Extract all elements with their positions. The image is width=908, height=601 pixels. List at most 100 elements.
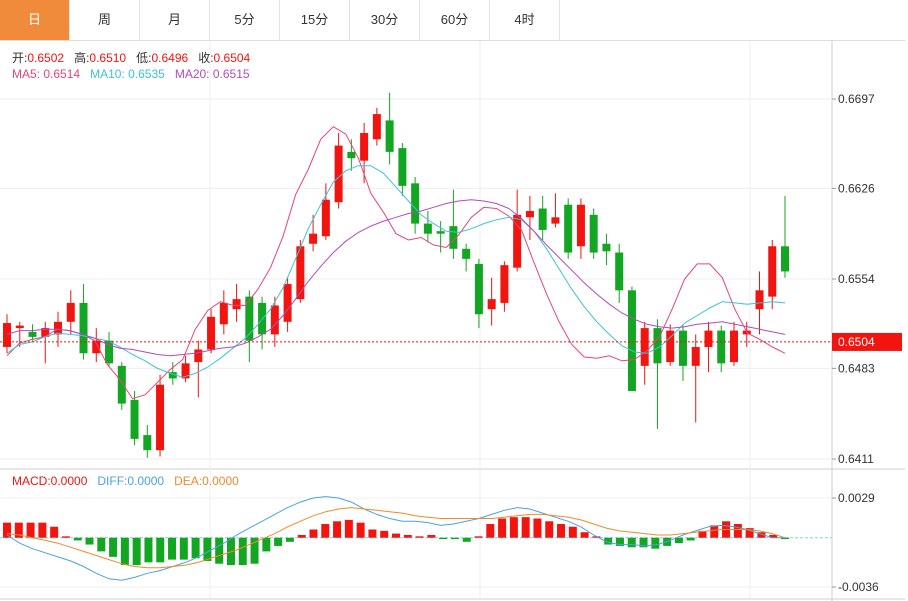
candle-body-8: [105, 340, 114, 364]
y-tick-label-3: 0.6483: [838, 361, 875, 375]
candle-body-3: [41, 328, 50, 337]
macd-bar-34: [403, 534, 412, 538]
ma-line-ma10: [6, 165, 786, 378]
candle-body-2: [28, 331, 37, 337]
candle-body-40: [513, 214, 522, 268]
tab-2[interactable]: 月: [140, 0, 210, 40]
macd-bar-41: [486, 524, 495, 538]
macd-bar-12: [144, 537, 153, 563]
candle-body-11: [143, 435, 152, 451]
candle-body-51: [653, 328, 662, 364]
macd-bar-54: [639, 537, 648, 548]
macd-bar-63: [745, 528, 754, 538]
macd-bar-8: [97, 537, 106, 552]
y-tick-label-4: 0.6411: [838, 452, 874, 466]
macd-y-tick-label-1: -0.0036: [838, 580, 879, 594]
candle-body-43: [551, 217, 560, 224]
low-label: 低:: [136, 51, 152, 65]
tab-3[interactable]: 5分: [210, 0, 280, 40]
macd-bar-47: [557, 524, 566, 538]
dea-label: DEA:: [174, 474, 203, 488]
candle-body-27: [347, 151, 356, 159]
tab-6[interactable]: 60分: [420, 0, 490, 40]
macd-bar-50: [592, 536, 601, 538]
tab-5[interactable]: 30分: [350, 0, 420, 40]
candle-body-55: [704, 330, 713, 347]
macd-bar-10: [120, 537, 129, 566]
candle-body-60: [768, 246, 777, 297]
macd-bar-29: [344, 519, 353, 538]
tab-1[interactable]: 周: [70, 0, 140, 40]
macd-bar-43: [509, 517, 518, 538]
chart-area: 0.6697 0.6626 0.6554 0.6483 0.6411 0.0029 -0.0…: [0, 41, 905, 601]
ohlc-readout: 开:0.6502 高:0.6510 低:0.6496 收:0.6504: [12, 49, 250, 66]
dea-value: 0.0000: [202, 474, 239, 488]
open-label: 开:: [12, 51, 28, 65]
diff-value: 0.0000: [127, 474, 165, 488]
diff-label: DIFF:: [97, 474, 128, 488]
candle-body-6: [79, 302, 88, 354]
candle-body-37: [474, 263, 483, 315]
candle-body-29: [372, 114, 381, 140]
macd-bar-5: [61, 536, 70, 538]
macd-bar-27: [321, 524, 330, 538]
macd-bar-15: [179, 537, 188, 560]
macd-bar-60: [710, 525, 719, 538]
macd-label: MACD:: [12, 474, 51, 488]
candle-body-9: [117, 365, 126, 404]
candle-body-23: [296, 246, 305, 300]
candle-body-32: [411, 183, 420, 224]
macd-bar-59: [698, 530, 707, 538]
macd-bar-21: [250, 537, 259, 564]
macd-bar-36: [427, 534, 436, 538]
macd-bar-40: [474, 536, 483, 538]
candle-body-26: [334, 145, 343, 203]
macd-bar-35: [415, 536, 424, 538]
candle-body-5: [66, 302, 75, 322]
macd-bar-52: [615, 537, 624, 546]
candle-body-7: [92, 340, 101, 354]
macd-bar-65: [769, 534, 778, 538]
macd-bar-45: [533, 518, 542, 538]
macd-readout: MACD:0.0000 DIFF:0.0000 DEA:0.0000: [12, 474, 239, 488]
macd-bar-30: [356, 522, 365, 538]
macd-bar-23: [274, 537, 283, 546]
macd-bar-2: [26, 522, 35, 538]
last-price-tag: [832, 332, 902, 351]
macd-bar-11: [132, 537, 141, 566]
tab-0[interactable]: 日: [0, 0, 70, 40]
macd-diff-line: [6, 496, 785, 581]
macd-bar-0: [3, 522, 11, 538]
tab-7[interactable]: 4时: [490, 0, 560, 40]
ma20-label: MA20:: [174, 67, 210, 81]
macd-bar-6: [73, 537, 82, 541]
candle-body-48: [615, 252, 624, 291]
macd-bar-46: [545, 521, 554, 538]
macd-bar-14: [168, 537, 177, 560]
tab-4[interactable]: 15分: [280, 0, 350, 40]
low-value: 0.6496: [151, 51, 189, 65]
candle-body-46: [589, 214, 598, 253]
candle-body-50: [640, 328, 649, 366]
candle-body-18: [232, 299, 241, 310]
candle-body-12: [156, 384, 165, 451]
candle-body-38: [487, 299, 496, 310]
close-label: 收:: [198, 51, 214, 65]
macd-bar-66: [781, 537, 789, 540]
candle-body-21: [270, 305, 279, 335]
candle-body-57: [729, 330, 738, 363]
candle-body-28: [360, 132, 369, 161]
macd-bar-51: [604, 537, 613, 545]
candle-body-24: [309, 233, 318, 244]
y-tick-label-1: 0.6626: [838, 181, 875, 195]
macd-bar-22: [262, 537, 271, 552]
candle-body-47: [602, 243, 611, 252]
candle-body-13: [168, 372, 177, 379]
candle-body-14: [181, 363, 190, 379]
macd-bar-1: [14, 522, 23, 538]
candle-body-44: [564, 204, 573, 253]
macd-bar-49: [580, 532, 589, 538]
candle-body-39: [500, 265, 509, 303]
candle-body-34: [436, 231, 445, 234]
macd-bar-33: [392, 533, 400, 538]
